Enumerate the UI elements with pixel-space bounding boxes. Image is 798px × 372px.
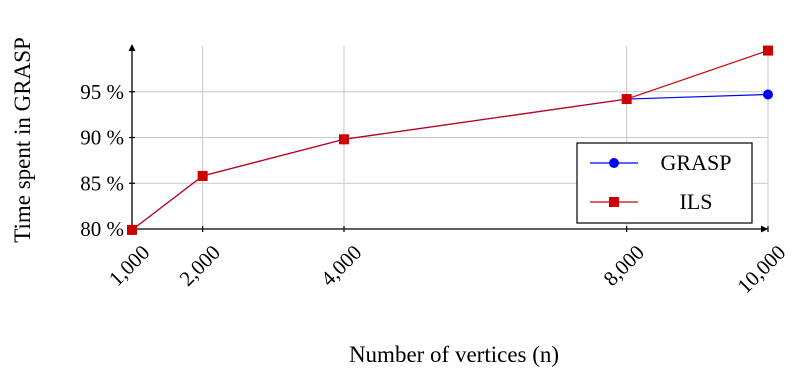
- y-axis-label: Time spent in GRASP: [10, 37, 35, 243]
- data-point-ils: [339, 134, 349, 145]
- data-point-ils: [127, 224, 137, 235]
- x-tick-label: 1,000: [104, 240, 154, 290]
- axes: [128, 44, 768, 233]
- y-tick-label: 90 %: [80, 126, 124, 150]
- x-tick-label: 8,000: [599, 240, 649, 290]
- legend-marker-grasp: [609, 158, 619, 168]
- legend-label-grasp: GRASP: [661, 150, 732, 175]
- x-axis-label: Number of vertices (n): [349, 342, 559, 367]
- y-tick-label: 80 %: [80, 217, 124, 241]
- y-tick-label: 85 %: [80, 171, 124, 195]
- legend-label-ils: ILS: [680, 189, 713, 214]
- legend: GRASP ILS: [576, 142, 753, 224]
- x-tick-label: 10,000: [732, 240, 790, 298]
- y-tick-label: 95 %: [80, 80, 124, 104]
- legend-marker-ils: [609, 197, 619, 207]
- x-tick-label: 4,000: [316, 240, 366, 290]
- data-series: [127, 45, 773, 235]
- data-point-grasp: [763, 89, 773, 100]
- x-tick-label: 2,000: [175, 240, 225, 290]
- data-point-ils: [763, 45, 773, 56]
- y-axis-arrow-icon: [128, 44, 136, 51]
- data-point-ils: [197, 170, 208, 181]
- data-point-ils: [621, 94, 632, 105]
- x-axis-arrow-icon: [761, 225, 768, 233]
- legend-box: [576, 142, 753, 224]
